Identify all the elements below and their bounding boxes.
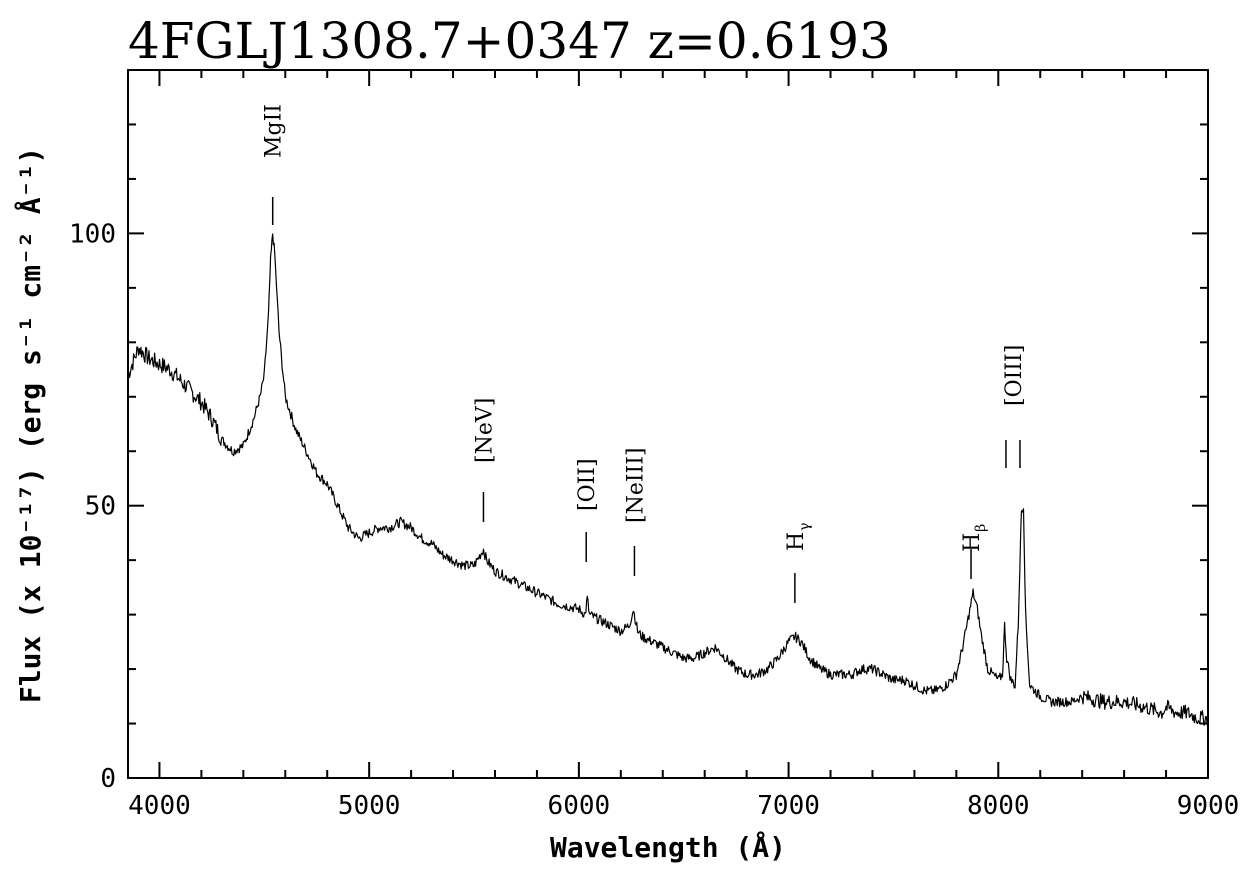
line-label: [OIII]: [1002, 345, 1027, 406]
x-tick-label: 7000: [757, 791, 820, 821]
line-label: [NeIII]: [623, 447, 648, 523]
x-tick-label: 5000: [338, 791, 401, 821]
line-label: [NeV]: [472, 398, 497, 463]
plot-frame: [127, 69, 1209, 779]
line-label: Hβ: [960, 524, 989, 552]
y-axis-label: Flux (x 10⁻¹⁷) (erg s⁻¹ cm⁻² Å⁻¹): [13, 147, 47, 703]
x-tick-label: 8000: [967, 791, 1030, 821]
spectrum-line: [127, 233, 1209, 726]
chart-title: 4FGLJ1308.7+0347 z=0.6193: [128, 12, 891, 70]
x-tick-label: 6000: [548, 791, 611, 821]
y-tick-label: 0: [100, 764, 116, 794]
y-tick-label: 50: [85, 492, 116, 522]
x-tick-label: 9000: [1177, 791, 1240, 821]
line-label: MgII: [262, 104, 287, 158]
x-tick-label: 4000: [128, 791, 191, 821]
y-tick-label: 100: [69, 219, 116, 249]
line-label: [OII]: [575, 458, 600, 511]
line-label: Hγ: [784, 522, 813, 551]
x-axis-label: Wavelength (Å): [550, 830, 786, 864]
